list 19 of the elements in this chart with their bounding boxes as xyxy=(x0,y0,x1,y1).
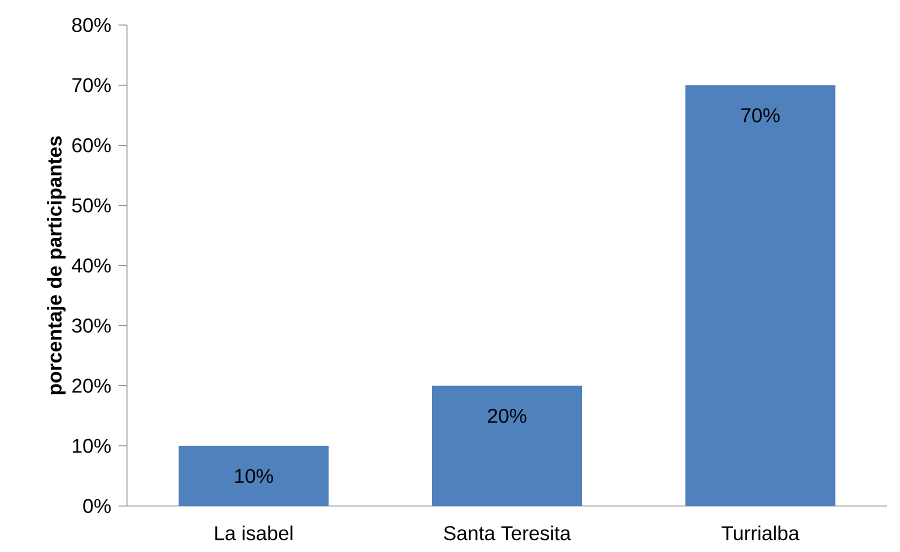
x-tick-label: La isabel xyxy=(215,526,292,540)
y-tick-label: 80% xyxy=(72,18,111,32)
y-tick-label: 60% xyxy=(72,138,111,152)
data-label: 20% xyxy=(488,408,526,423)
y-tick-label: 0% xyxy=(83,498,111,514)
y-tick-label: 70% xyxy=(72,78,111,92)
bar xyxy=(432,386,582,506)
y-tick-label: 40% xyxy=(72,258,111,273)
bar xyxy=(685,85,836,506)
data-label: 10% xyxy=(235,468,273,484)
y-tick-label: 30% xyxy=(72,318,111,333)
y-tick-label: 10% xyxy=(72,438,111,453)
data-label: 70% xyxy=(741,108,780,122)
x-tick-label: Santa Teresita xyxy=(444,526,571,540)
y-tick-label: 50% xyxy=(72,198,111,212)
y-tick-label: 20% xyxy=(72,378,111,393)
x-tick-label: Turrialba xyxy=(722,526,800,540)
bar xyxy=(178,446,329,506)
y-axis-title: porcentaje de participantes xyxy=(46,136,66,394)
